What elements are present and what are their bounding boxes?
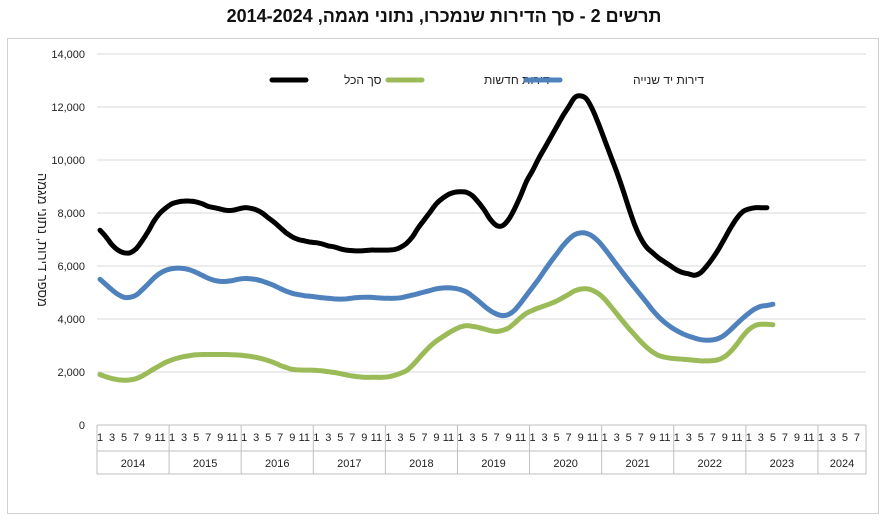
x-month-label: 9 [289,432,295,444]
x-year-label: 2019 [481,458,505,470]
x-year-label: 2021 [625,458,649,470]
x-month-label: 3 [614,432,620,444]
x-month-label: 3 [181,432,187,444]
x-year-label: 2024 [830,458,854,470]
x-month-label: 11 [803,432,814,444]
x-year-label: 2023 [770,458,794,470]
x-month-label: 11 [659,432,670,444]
x-month-label: 1 [674,432,680,444]
x-month-label: 9 [145,432,151,444]
x-month-label: 5 [554,432,560,444]
chart-title: תרשים 2 - סך הדירות שנמכרו, נתוני מגמה, … [226,6,662,26]
legend: סך הכל דירות חדשות דירות יד שנייה [269,73,704,87]
x-year-label: 2018 [409,458,433,470]
y-tick-label: 10,000 [51,155,85,167]
legend-label: דירות חדשות [484,73,550,87]
x-month-label: 11 [154,432,165,444]
x-month-label: 3 [686,432,692,444]
y-tick-label: 8,000 [57,208,85,220]
series-lines [97,93,776,383]
x-month-label: 5 [698,432,704,444]
x-month-label: 9 [578,432,584,444]
x-month-label: 1 [97,432,103,444]
x-month-label: 11 [371,432,382,444]
x-month-label: 9 [794,432,800,444]
x-month-label: 11 [731,432,742,444]
x-month-label: 9 [361,432,367,444]
series-line-0 [97,93,770,278]
x-year-label: 2020 [553,458,577,470]
y-axis-ticks: 0 2,000 4,000 6,000 8,000 10,000 12,000 14,000 [51,49,85,432]
x-year-label: 2022 [698,458,722,470]
x-month-label: 1 [385,432,391,444]
x-month-label: 7 [493,432,499,444]
x-month-label: 7 [421,432,427,444]
y-tick-label: 12,000 [51,102,85,114]
x-month-label: 9 [433,432,439,444]
x-month-label: 9 [722,432,728,444]
x-month-label: 7 [133,432,139,444]
x-month-label: 3 [397,432,403,444]
x-month-label: 7 [566,432,572,444]
x-month-label: 5 [626,432,632,444]
x-month-label: 11 [587,432,598,444]
x-month-label: 5 [481,432,487,444]
x-month-label: 11 [226,432,237,444]
x-month-label: 1 [169,432,175,444]
y-tick-label: 0 [79,420,85,432]
y-tick-label: 14,000 [51,49,85,61]
x-month-label: 7 [638,432,644,444]
x-month-label: 1 [746,432,752,444]
x-month-label: 9 [505,432,511,444]
x-month-label: 3 [758,432,764,444]
chart-frame [7,38,879,514]
x-month-label: 7 [349,432,355,444]
x-month-label: 7 [205,432,211,444]
x-month-label: 3 [109,432,115,444]
x-month-label: 5 [409,432,415,444]
y-tick-label: 4,000 [57,314,85,326]
x-month-label: 1 [241,432,247,444]
x-month-label: 1 [530,432,536,444]
x-month-label: 1 [818,432,824,444]
x-year-label: 2015 [193,458,217,470]
x-year-label: 2016 [265,458,289,470]
x-month-label: 11 [443,432,454,444]
x-month-label: 3 [830,432,836,444]
x-month-label: 9 [650,432,656,444]
x-month-label: 1 [313,432,319,444]
x-month-label: 5 [842,432,848,444]
series-line-2 [97,230,776,343]
x-month-label: 11 [515,432,526,444]
x-month-label: 7 [782,432,788,444]
x-month-label: 5 [193,432,199,444]
x-month-label: 5 [337,432,343,444]
y-tick-label: 2,000 [57,367,85,379]
x-month-label: 3 [253,432,259,444]
gridlines [97,53,866,426]
x-month-label: 7 [710,432,716,444]
x-month-label: 5 [770,432,776,444]
x-month-label: 7 [854,432,860,444]
x-year-label: 2017 [337,458,361,470]
x-month-label: 11 [299,432,310,444]
x-year-label: 2014 [121,458,145,470]
x-month-label: 5 [265,432,271,444]
legend-label: דירות יד שנייה [633,73,704,87]
x-month-label: 9 [217,432,223,444]
x-month-label: 3 [469,432,475,444]
y-axis-label: מספר דירות, נתוני מגמה [35,173,50,307]
x-month-label: 1 [602,432,608,444]
x-month-label: 3 [542,432,548,444]
x-month-label: 5 [121,432,127,444]
x-month-label: 3 [325,432,331,444]
legend-label: סך הכל [344,73,382,87]
x-month-label: 7 [277,432,283,444]
y-tick-label: 6,000 [57,261,85,273]
series-line-1 [97,286,776,383]
x-month-label: 1 [457,432,463,444]
